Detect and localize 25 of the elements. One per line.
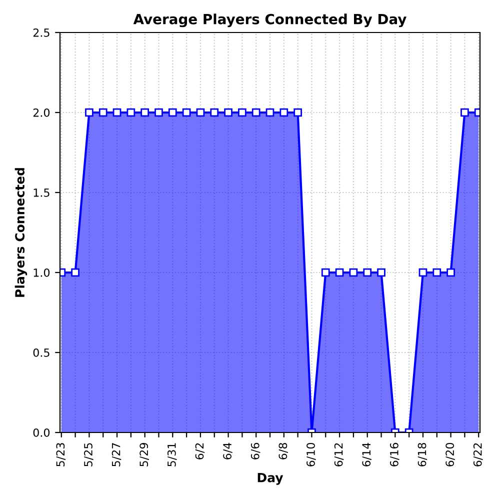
x-tick-label: 6/4 xyxy=(223,442,232,460)
y-axis-title: Players Connected xyxy=(14,168,28,297)
x-tick-label: 5/27 xyxy=(112,443,122,466)
x-tick-label: 6/2 xyxy=(195,443,205,460)
x-tick-label: 6/22 xyxy=(473,443,483,466)
x-tick-label: 6/16 xyxy=(390,442,400,466)
y-tick-label: 1.5 xyxy=(34,188,50,197)
y-tick-label: 2.5 xyxy=(33,28,50,37)
x-tick-label: 6/8 xyxy=(278,442,288,460)
y-tick-label: 0.5 xyxy=(33,348,50,357)
y-tick-label: 2.0 xyxy=(33,108,50,117)
x-tick-label: 5/31 xyxy=(167,443,177,466)
x-tick-label: 5/23 xyxy=(56,443,66,466)
x-axis-title: Day xyxy=(258,473,284,485)
x-tick-label: 6/6 xyxy=(250,442,260,460)
x-tick-label: 6/12 xyxy=(334,443,344,466)
x-tick-label: 6/20 xyxy=(446,442,455,466)
x-tick-label: 6/18 xyxy=(418,442,428,466)
x-tick-label: 5/25 xyxy=(84,443,94,466)
y-tick-label: 1.0 xyxy=(34,268,50,277)
x-tick-label: 5/29 xyxy=(140,443,149,466)
y-tick-label: 0.0 xyxy=(33,428,50,437)
chart-title: Average Players Connected By Day xyxy=(133,14,406,28)
x-tick-label: 6/10 xyxy=(306,442,316,466)
x-tick-label: 6/14 xyxy=(362,442,372,466)
